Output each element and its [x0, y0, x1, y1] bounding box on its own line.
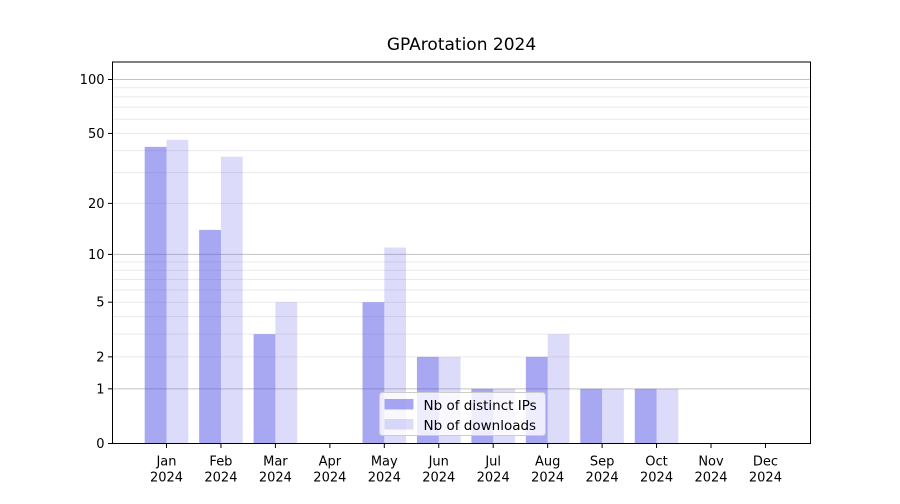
x-tick-year-oct: 2024 — [640, 471, 673, 486]
legend-label-downloads: Nb of downloads — [424, 418, 537, 434]
plot-area: 0125102050100Jan2024Feb2024Mar2024Apr202… — [80, 61, 811, 486]
y-tick-label-50: 50 — [88, 127, 105, 142]
y-tick-label-20: 20 — [88, 197, 105, 212]
x-tick-year-feb: 2024 — [204, 471, 237, 486]
x-tick-year-jan: 2024 — [150, 471, 183, 486]
bar-feb-downloads — [220, 156, 243, 444]
x-tick-label-jul: Jul — [484, 455, 501, 470]
x-tick-label-may: May — [371, 455, 398, 470]
bar-sep-downloads — [602, 388, 624, 444]
y-tick-label-2: 2 — [96, 350, 104, 365]
y-tick-label-5: 5 — [96, 296, 104, 311]
x-tick-year-apr: 2024 — [313, 471, 346, 486]
x-tick-label-nov: Nov — [698, 455, 724, 470]
x-tick-label-aug: Aug — [535, 455, 560, 470]
legend-swatch-distinct-ips-icon — [384, 399, 414, 410]
plot-frame — [112, 61, 811, 444]
bar-mar-downloads — [275, 302, 298, 444]
x-tick-label-jun: Jun — [428, 455, 449, 470]
bar-oct-downloads — [656, 388, 679, 444]
x-tick-year-jul: 2024 — [477, 471, 510, 486]
legend-box — [379, 392, 546, 436]
x-tick-label-jan: Jan — [155, 455, 176, 470]
bar-mar-distinct-ips — [253, 334, 276, 444]
x-tick-year-nov: 2024 — [694, 471, 727, 486]
legend-swatch-downloads-icon — [384, 419, 414, 430]
x-tick-year-aug: 2024 — [531, 471, 564, 486]
x-tick-label-apr: Apr — [319, 455, 342, 470]
bar-may-distinct-ips — [362, 302, 385, 444]
bar-feb-distinct-ips — [199, 229, 221, 444]
x-tick-label-mar: Mar — [263, 455, 288, 470]
bar-jan-downloads — [166, 139, 189, 444]
legend-label-distinct-ips: Nb of distinct IPs — [424, 398, 537, 414]
chart-title: GPArotation 2024 — [387, 35, 536, 55]
y-tick-label-100: 100 — [80, 73, 105, 88]
y-tick-label-10: 10 — [88, 248, 105, 263]
x-tick-label-sep: Sep — [590, 455, 615, 470]
x-tick-year-jun: 2024 — [422, 471, 455, 486]
x-tick-year-dec: 2024 — [749, 471, 782, 486]
bar-jan-distinct-ips — [144, 146, 167, 444]
bar-aug-downloads — [547, 334, 570, 444]
x-tick-label-feb: Feb — [209, 455, 232, 470]
y-tick-label-1: 1 — [96, 382, 104, 397]
bar-sep-distinct-ips — [580, 388, 603, 444]
x-tick-year-sep: 2024 — [586, 471, 619, 486]
x-tick-year-mar: 2024 — [259, 471, 292, 486]
legend: Nb of distinct IPs Nb of downloads — [379, 392, 546, 436]
x-tick-label-dec: Dec — [753, 455, 778, 470]
x-tick-year-may: 2024 — [368, 471, 401, 486]
x-tick-label-oct: Oct — [645, 455, 667, 470]
y-tick-label-0: 0 — [96, 437, 104, 452]
bar-oct-distinct-ips — [634, 388, 657, 444]
